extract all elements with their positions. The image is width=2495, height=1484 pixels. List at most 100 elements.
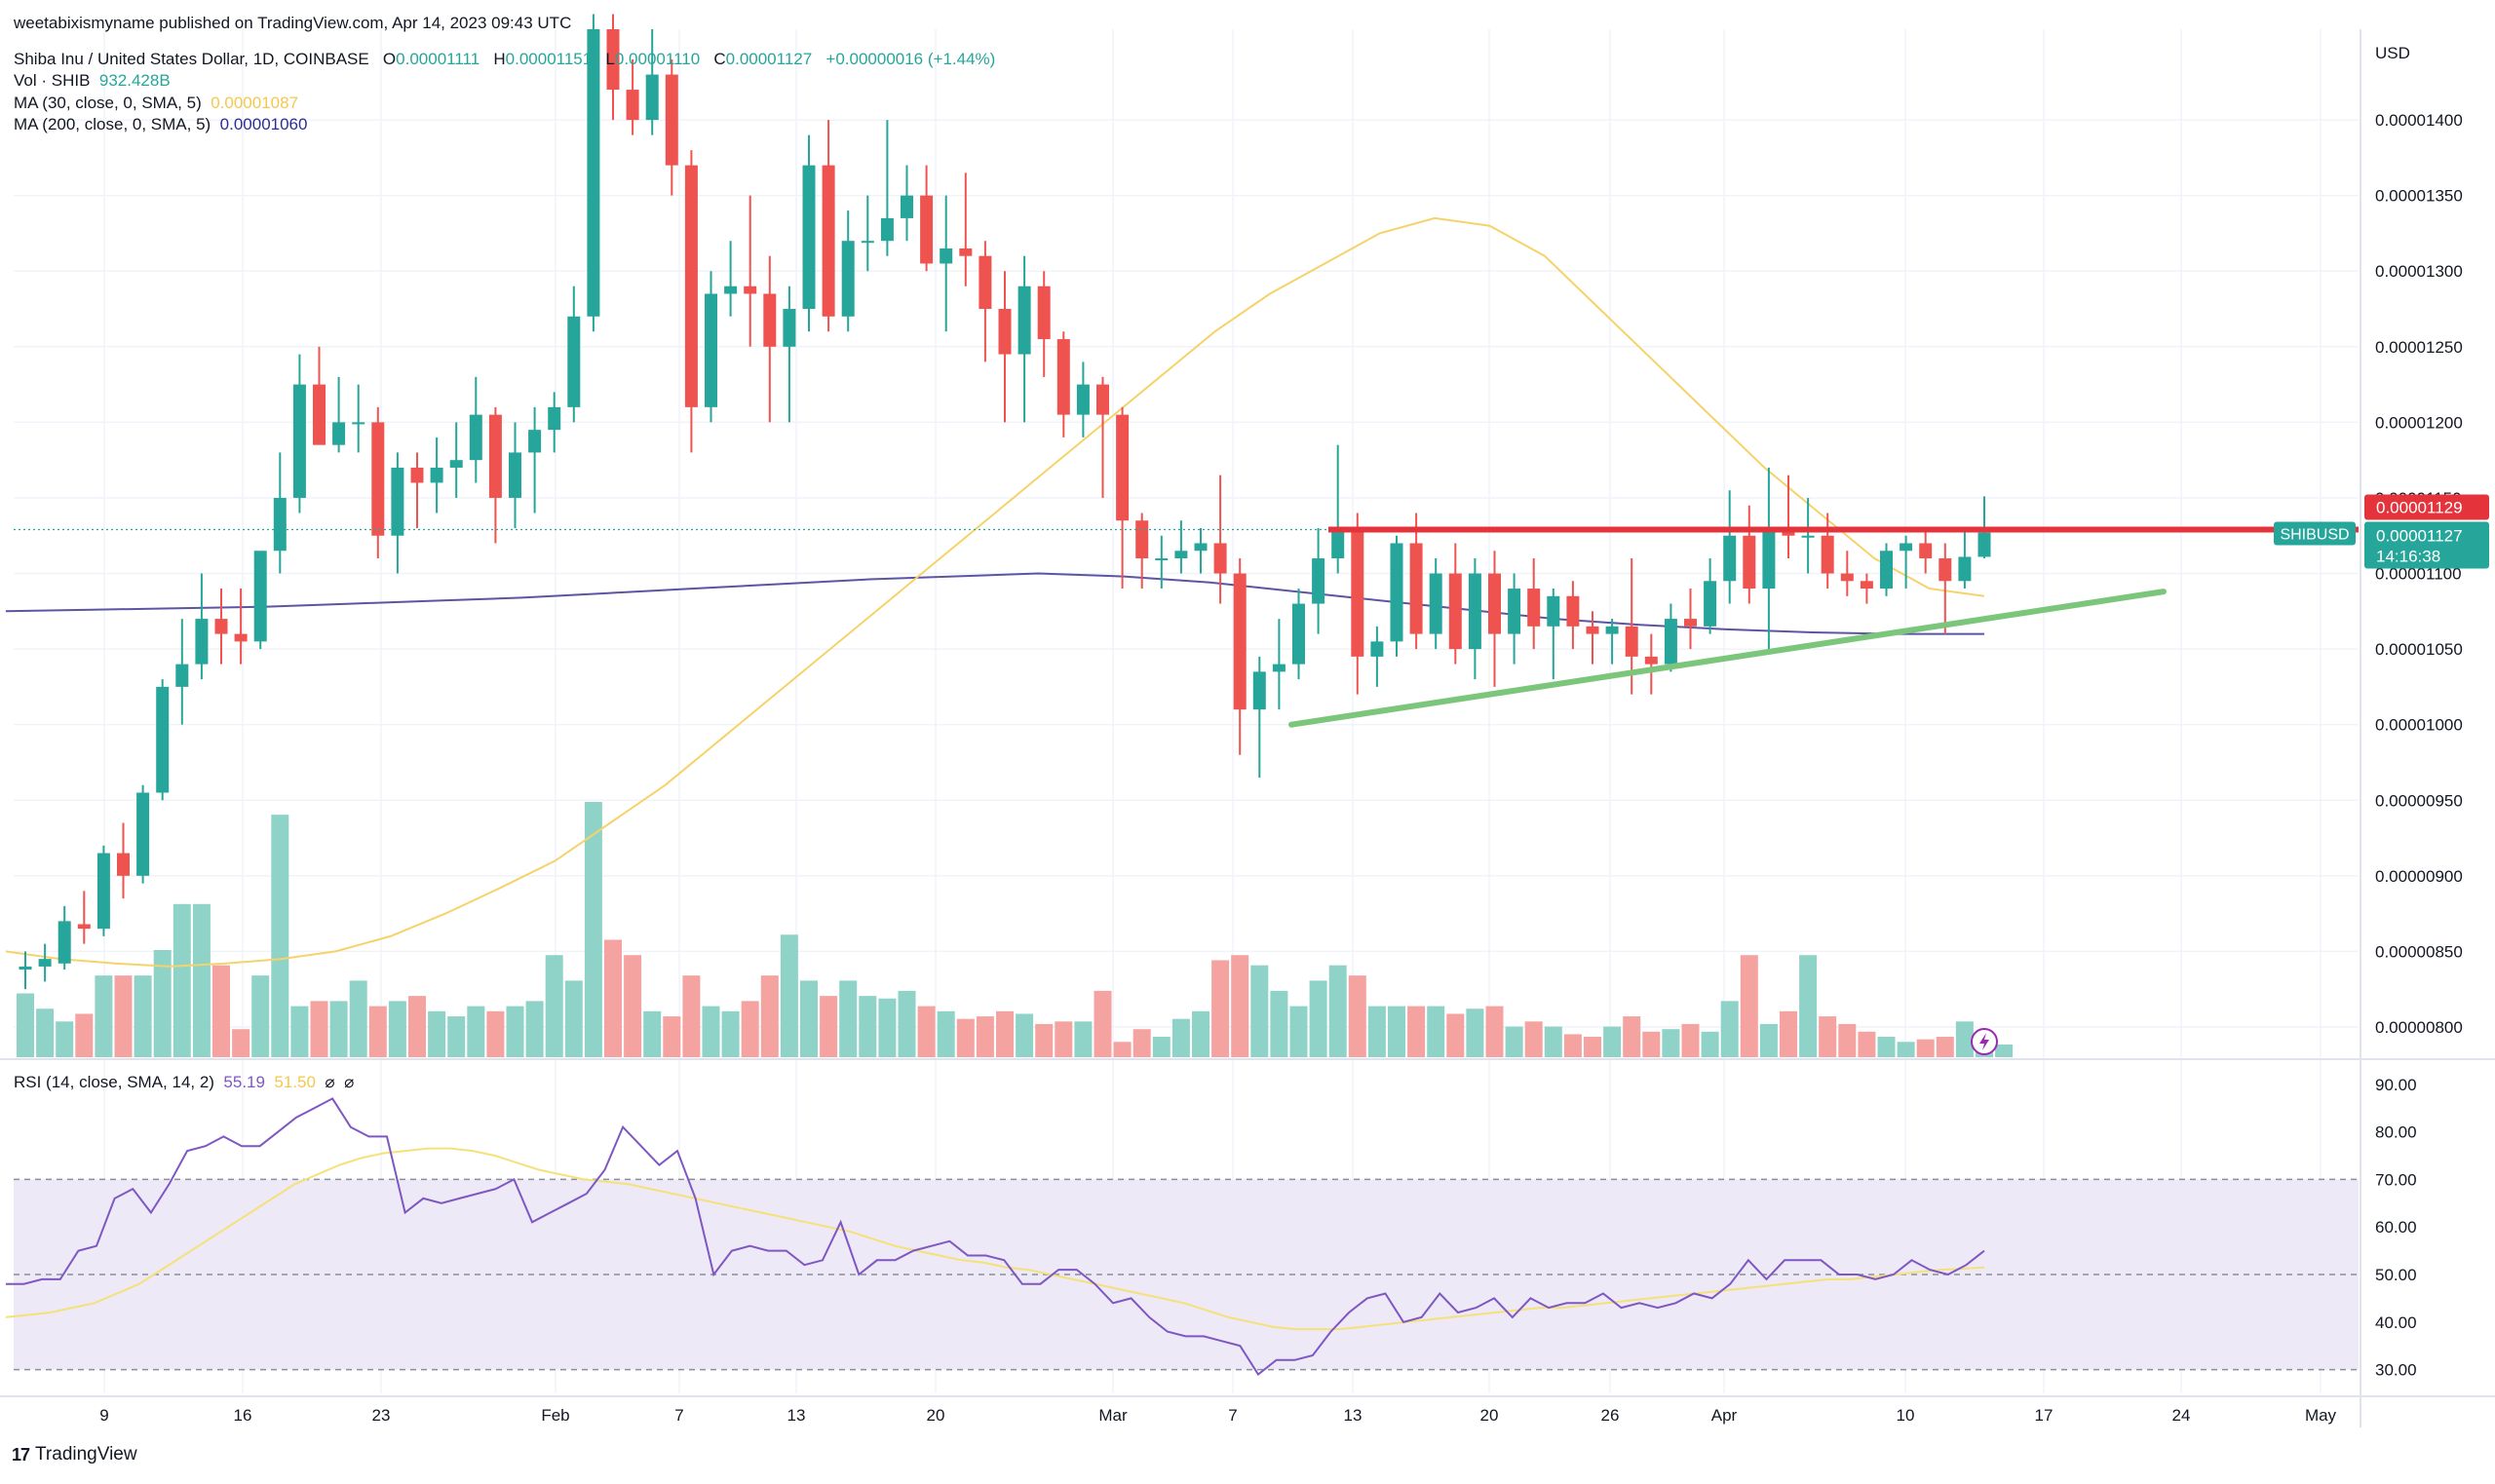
candle-body — [509, 452, 521, 498]
volume-bar — [1662, 1029, 1680, 1057]
candle-body — [1272, 664, 1286, 672]
candle-body — [1860, 581, 1873, 590]
volume-bar — [525, 1001, 544, 1057]
volume-bar — [1681, 1023, 1700, 1057]
volume-bar — [428, 1010, 446, 1057]
time-tick-label: 20 — [1480, 1406, 1499, 1425]
time-tick-label: Mar — [1098, 1406, 1128, 1425]
volume-bar — [232, 1029, 250, 1057]
volume-bar — [839, 980, 858, 1057]
support-trendline[interactable] — [1288, 589, 2167, 728]
candle-body — [1351, 527, 1364, 657]
rsi-tick-label: 80.00 — [2375, 1123, 2417, 1142]
candle-body — [332, 422, 346, 445]
candle-body — [273, 497, 287, 552]
price-tick-label: 0.00001350 — [2375, 187, 2463, 206]
price-axis: USD 0.00001400 0.00001350 0.00001300 0.00001… — [2375, 44, 2463, 1037]
candle-body — [469, 414, 482, 461]
time-tick-label: 24 — [2172, 1406, 2191, 1425]
volume-bar — [1642, 1031, 1661, 1057]
candle-body — [1821, 535, 1834, 574]
volume-bar — [1838, 1023, 1857, 1057]
volume-bar — [467, 1006, 485, 1057]
volume-bar — [1250, 965, 1269, 1057]
volume-bar — [95, 975, 113, 1057]
candle-body — [1155, 558, 1169, 561]
candle-body — [1292, 603, 1305, 665]
volume-bar — [1603, 1026, 1622, 1057]
volume-bar — [408, 996, 426, 1057]
volume-bar — [1720, 1001, 1739, 1057]
volume-bar — [1211, 960, 1230, 1057]
time-tick-label: Apr — [1711, 1406, 1738, 1425]
candle-body — [1096, 384, 1109, 415]
volume-bar — [1328, 965, 1347, 1057]
current-price-tag — [2364, 521, 2489, 569]
candle-body — [1370, 641, 1384, 657]
candle-body — [58, 921, 71, 964]
volume-bar — [368, 1006, 387, 1057]
price-tick-label: 0.00001100 — [2375, 565, 2462, 584]
candle-body — [1684, 619, 1697, 627]
candle-body — [19, 966, 32, 970]
time-tick-label: 20 — [927, 1406, 945, 1425]
candle-body — [1900, 543, 1913, 552]
volume-bar — [917, 1006, 936, 1057]
volume-bar — [1309, 980, 1327, 1057]
candle-body — [763, 293, 777, 347]
volume-bar — [1055, 1021, 1073, 1057]
volume-bar — [1897, 1042, 1915, 1057]
candle-body — [1801, 535, 1815, 538]
time-tick-label: 13 — [787, 1406, 806, 1425]
volume-bar — [1016, 1013, 1034, 1057]
price-tick-label: 0.00000950 — [2375, 791, 2463, 810]
candle-body — [665, 74, 678, 166]
volume-bar — [1740, 955, 1758, 1057]
candle-body — [880, 217, 894, 242]
candle-body — [998, 309, 1012, 355]
volume-bar — [741, 1001, 759, 1057]
volume-bar — [1407, 1006, 1426, 1057]
price-tick-label: 0.00001000 — [2375, 716, 2463, 735]
volume-bar — [682, 975, 701, 1057]
candle-body — [1174, 551, 1188, 559]
time-tick-label: 26 — [1601, 1406, 1620, 1425]
time-axis: 9 16 23 Feb 7 13 20 Mar 7 13 20 26 Apr 10 17 24 May — [99, 1406, 2336, 1425]
candle-body — [117, 853, 130, 876]
candle-body — [1017, 285, 1031, 355]
legend-ma200-row: MA (200, close, 0, SMA, 5) 0.00001060 — [14, 115, 308, 133]
volume-bar — [1446, 1013, 1465, 1057]
volume-bar — [1505, 1026, 1523, 1057]
volume-bar — [564, 980, 583, 1057]
legend-volume-row: Vol · SHIB 932.428B — [14, 71, 171, 90]
candle-body — [724, 285, 738, 294]
candle-body — [410, 467, 424, 483]
candle-body — [253, 551, 267, 642]
volume-bar — [1936, 1037, 1954, 1057]
candle-body — [626, 90, 639, 121]
candle-body — [1938, 558, 1952, 582]
price-tick-label: 0.00000800 — [2375, 1018, 2463, 1037]
grid-lines — [14, 29, 2359, 1393]
candle-body — [959, 247, 973, 256]
price-tick-label: 0.00000850 — [2375, 942, 2463, 961]
volume-bar — [271, 815, 289, 1057]
candle-body — [1116, 414, 1130, 521]
candle-body — [136, 792, 150, 876]
candle-body — [1664, 619, 1677, 665]
time-tick-label: 9 — [99, 1406, 108, 1425]
volume-bar — [192, 903, 211, 1057]
volume-bar — [1094, 990, 1112, 1057]
candle-body — [1625, 626, 1638, 657]
rsi-axis: 90.00 80.00 70.00 60.00 50.00 40.00 30.00 — [2375, 1076, 2417, 1380]
rsi-tick-label: 50.00 — [2375, 1266, 2417, 1284]
volume-bar — [1780, 1010, 1797, 1057]
volume-bar — [329, 1001, 348, 1057]
volume-bar — [820, 996, 838, 1057]
price-tick-label: 0.00001400 — [2375, 111, 2463, 130]
candle-body — [1448, 573, 1462, 650]
candle-body — [940, 247, 953, 264]
footer-brand: 17 TradingView — [12, 1444, 137, 1465]
candle-body — [1056, 339, 1070, 415]
